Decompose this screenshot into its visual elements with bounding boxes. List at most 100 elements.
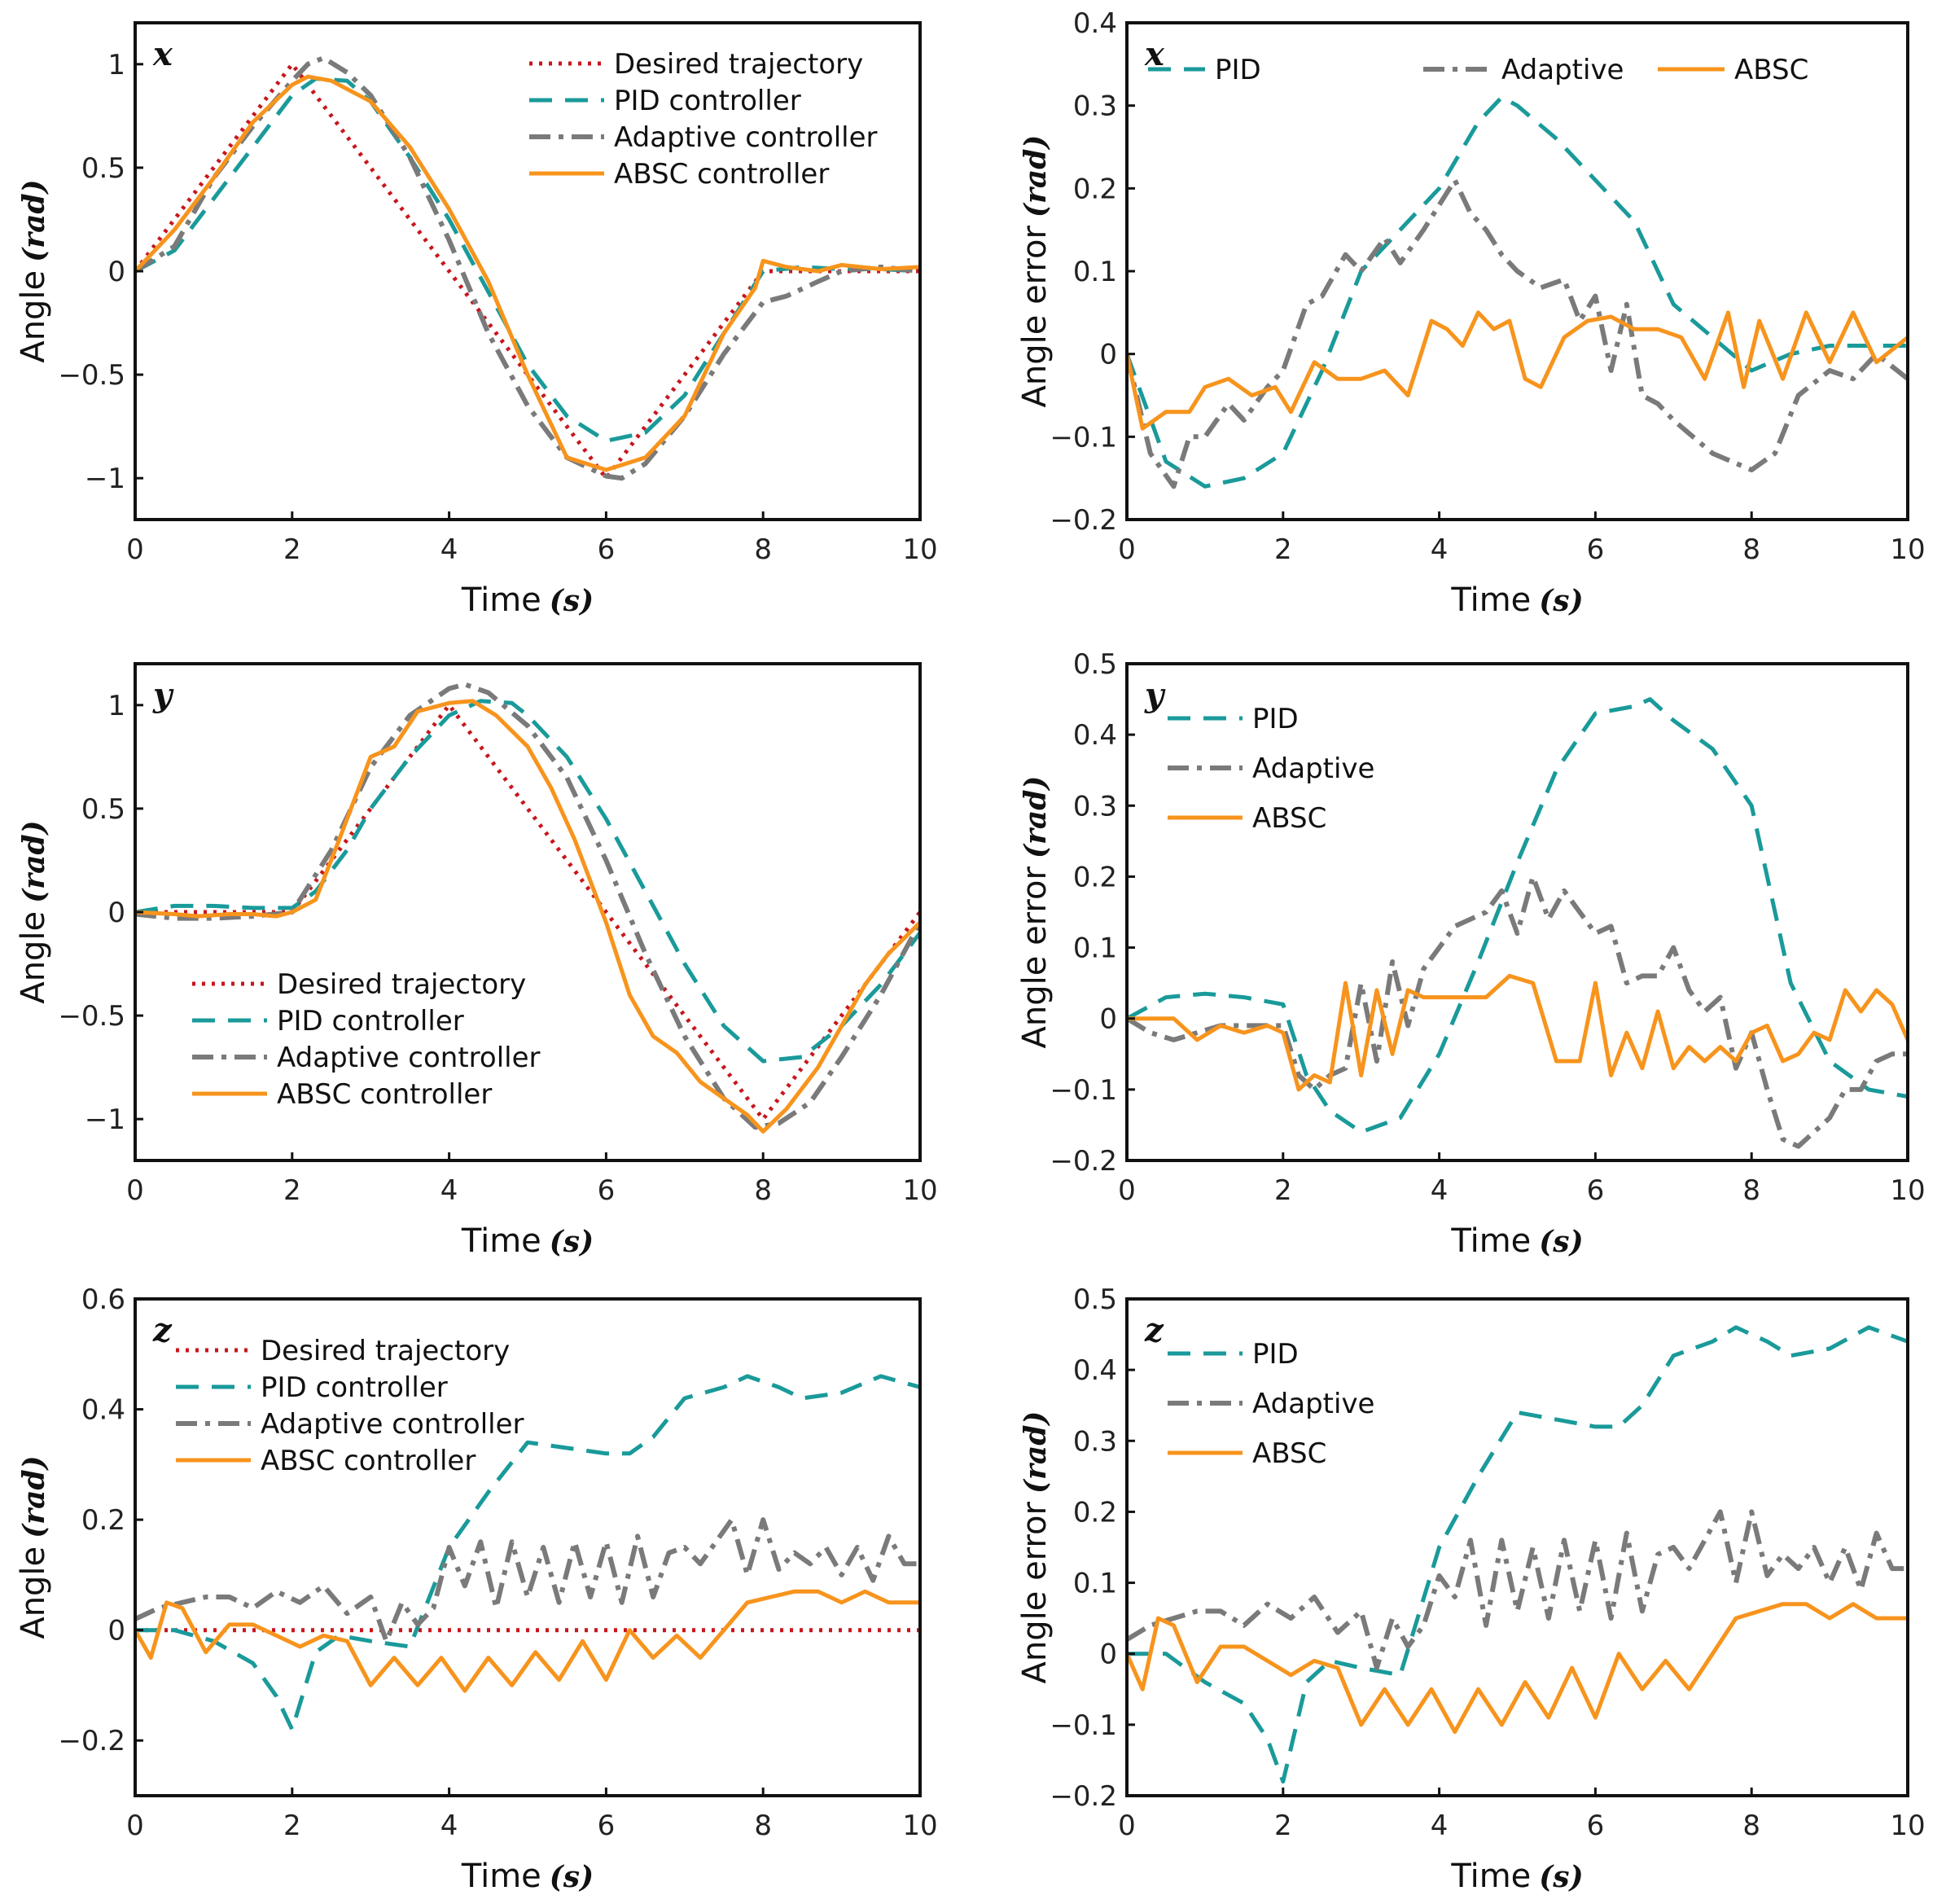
- x-axis-label: Time (s): [461, 581, 594, 619]
- x-tick-label: 4: [1431, 1174, 1449, 1207]
- legend-label: ABSC controller: [277, 1078, 492, 1111]
- series-line-absc: [1127, 973, 1908, 1092]
- series-line-pid: [135, 77, 920, 443]
- x-tick-label: 6: [1587, 1174, 1605, 1207]
- series-line-pid: [1127, 1325, 1908, 1784]
- series-line-adaptive: [1127, 874, 1908, 1149]
- chart-panel-3: 0 2 4 6 8 10 −1 −0.5 0 0.5 1 y Time (s) Angle (rad) Desi…: [15, 662, 938, 1260]
- legend-label: Desired trajectory: [261, 1335, 510, 1367]
- x-tick-label: 4: [440, 1810, 458, 1842]
- y-tick-label: 0: [1099, 1003, 1117, 1036]
- chart-panel-6: 0 2 4 6 8 10 −0.2 −0.1 0 0.1 0.2 0.3 0.4 0.5 z Time (s) A…: [1016, 1283, 1926, 1895]
- legend-label: PID: [1215, 54, 1261, 86]
- y-tick-label: 1: [107, 49, 125, 81]
- x-tick-label: 8: [1742, 1810, 1760, 1842]
- series-line-pid: [1127, 95, 1908, 489]
- x-axis-unit: (s): [1539, 1225, 1583, 1259]
- panel-label: x: [152, 35, 173, 73]
- series-group: [135, 682, 920, 1134]
- panel-label: y: [1144, 676, 1166, 714]
- y-tick-label: 0.3: [1073, 1425, 1117, 1458]
- y-axis-label: Angle error (rad): [1016, 1411, 1054, 1684]
- x-tick-label: 10: [902, 1810, 937, 1842]
- x-tick-label: 2: [283, 1810, 301, 1842]
- x-tick-label: 0: [1118, 1174, 1136, 1207]
- y-tick-label: 0.5: [81, 152, 125, 185]
- chart-panel-4: 0 2 4 6 8 10 −0.2 −0.1 0 0.1 0.2 0.3 0.4 0.5 y Time (s) A…: [1016, 648, 1926, 1260]
- plot-frame: [1125, 1297, 1909, 1797]
- series-line-absc: [135, 1589, 920, 1693]
- x-axis-label: Time (s): [1450, 581, 1583, 619]
- y-tick-label: 0.1: [1073, 256, 1117, 288]
- series-line-adaptive: [135, 55, 920, 481]
- x-axis-label: Time (s): [1450, 1222, 1583, 1260]
- x-axis-label: Time (s): [461, 1222, 594, 1260]
- x-axis-label: Time (s): [461, 1858, 594, 1895]
- y-tick-label: 0: [1099, 339, 1117, 371]
- legend-label: PID: [1252, 703, 1299, 735]
- legend: Desired trajectory PID controller Adaptive…: [192, 968, 541, 1111]
- x-tick-label: 8: [754, 1174, 772, 1207]
- series-line-absc: [1127, 310, 1908, 431]
- x-tick-label: 2: [283, 1174, 301, 1207]
- x-axis-title: Time: [461, 581, 541, 619]
- y-tick-label: −1: [85, 1103, 125, 1136]
- x-tick-label: 0: [1118, 1810, 1136, 1842]
- y-axis-label: Angle (rad): [15, 1455, 52, 1639]
- legend-label: ABSC: [1734, 54, 1808, 86]
- legend-label: Adaptive: [1501, 54, 1624, 86]
- x-tick-label: 6: [1587, 533, 1605, 566]
- series-group: [1127, 95, 1908, 489]
- y-tick-label: 0.5: [1073, 1283, 1117, 1316]
- y-tick-label: −1: [85, 463, 125, 495]
- y-axis-unit: (rad): [1019, 135, 1053, 218]
- x-tick-label: 2: [283, 533, 301, 566]
- x-tick-label: 2: [1274, 533, 1292, 566]
- x-axis-title: Time: [1450, 581, 1531, 619]
- y-tick-label: −0.1: [1050, 421, 1117, 454]
- y-tick-label: 0.4: [1073, 7, 1117, 40]
- y-tick-label: 0: [1099, 1639, 1117, 1671]
- y-tick-label: −0.5: [58, 359, 125, 392]
- y-axis-unit: (rad): [17, 1455, 51, 1538]
- y-axis-title: Angle: [15, 1546, 52, 1639]
- legend: PID Adaptive ABSC: [1148, 54, 1808, 86]
- y-axis-label: Angle error (rad): [1016, 135, 1054, 408]
- y-tick-label: 0.4: [1073, 1354, 1117, 1387]
- panel-label: y: [152, 676, 174, 714]
- x-tick-label: 4: [440, 1174, 458, 1207]
- y-axis-unit: (rad): [1019, 776, 1053, 859]
- y-tick-label: −0.2: [1050, 1145, 1117, 1178]
- x-axis-unit: (s): [1539, 584, 1583, 618]
- y-tick-label: 0.2: [81, 1504, 125, 1537]
- plot-frame: [134, 1297, 922, 1797]
- y-axis-title: Angle error: [1016, 226, 1054, 408]
- panel-label: z: [152, 1311, 173, 1349]
- y-tick-label: −0.1: [1050, 1709, 1117, 1742]
- panel-label: z: [1144, 1311, 1164, 1349]
- y-tick-label: 0.3: [1073, 90, 1117, 123]
- x-tick-label: 2: [1274, 1810, 1292, 1842]
- y-tick-label: −0.2: [1050, 1780, 1117, 1813]
- x-tick-label: 10: [1890, 533, 1925, 566]
- x-tick-label: 10: [1890, 1174, 1925, 1207]
- legend-label: Adaptive: [1252, 1388, 1374, 1420]
- plot-frame: [1125, 662, 1909, 1162]
- x-axis-unit: (s): [550, 584, 594, 618]
- y-tick-label: 1: [107, 690, 125, 722]
- x-tick-label: 8: [1742, 1174, 1760, 1207]
- legend-label: PID controller: [614, 85, 801, 117]
- x-tick-label: 4: [1431, 533, 1449, 566]
- x-axis-title: Time: [461, 1222, 541, 1260]
- x-tick-label: 6: [1587, 1810, 1605, 1842]
- legend-label: PID controller: [277, 1005, 464, 1038]
- legend-label: ABSC: [1252, 1437, 1326, 1470]
- y-axis-title: Angle error: [1016, 866, 1054, 1049]
- legend-label: Desired trajectory: [614, 48, 863, 81]
- chart-panel-5: 0 2 4 6 8 10 −0.2 0 0.2 0.4 0.6 z Time (s) Angle (rad) D…: [15, 1283, 938, 1895]
- series-line-adaptive: [135, 1517, 920, 1644]
- x-tick-label: 0: [126, 1810, 144, 1842]
- series-group: [135, 55, 920, 481]
- series-line-adaptive: [1127, 1509, 1908, 1671]
